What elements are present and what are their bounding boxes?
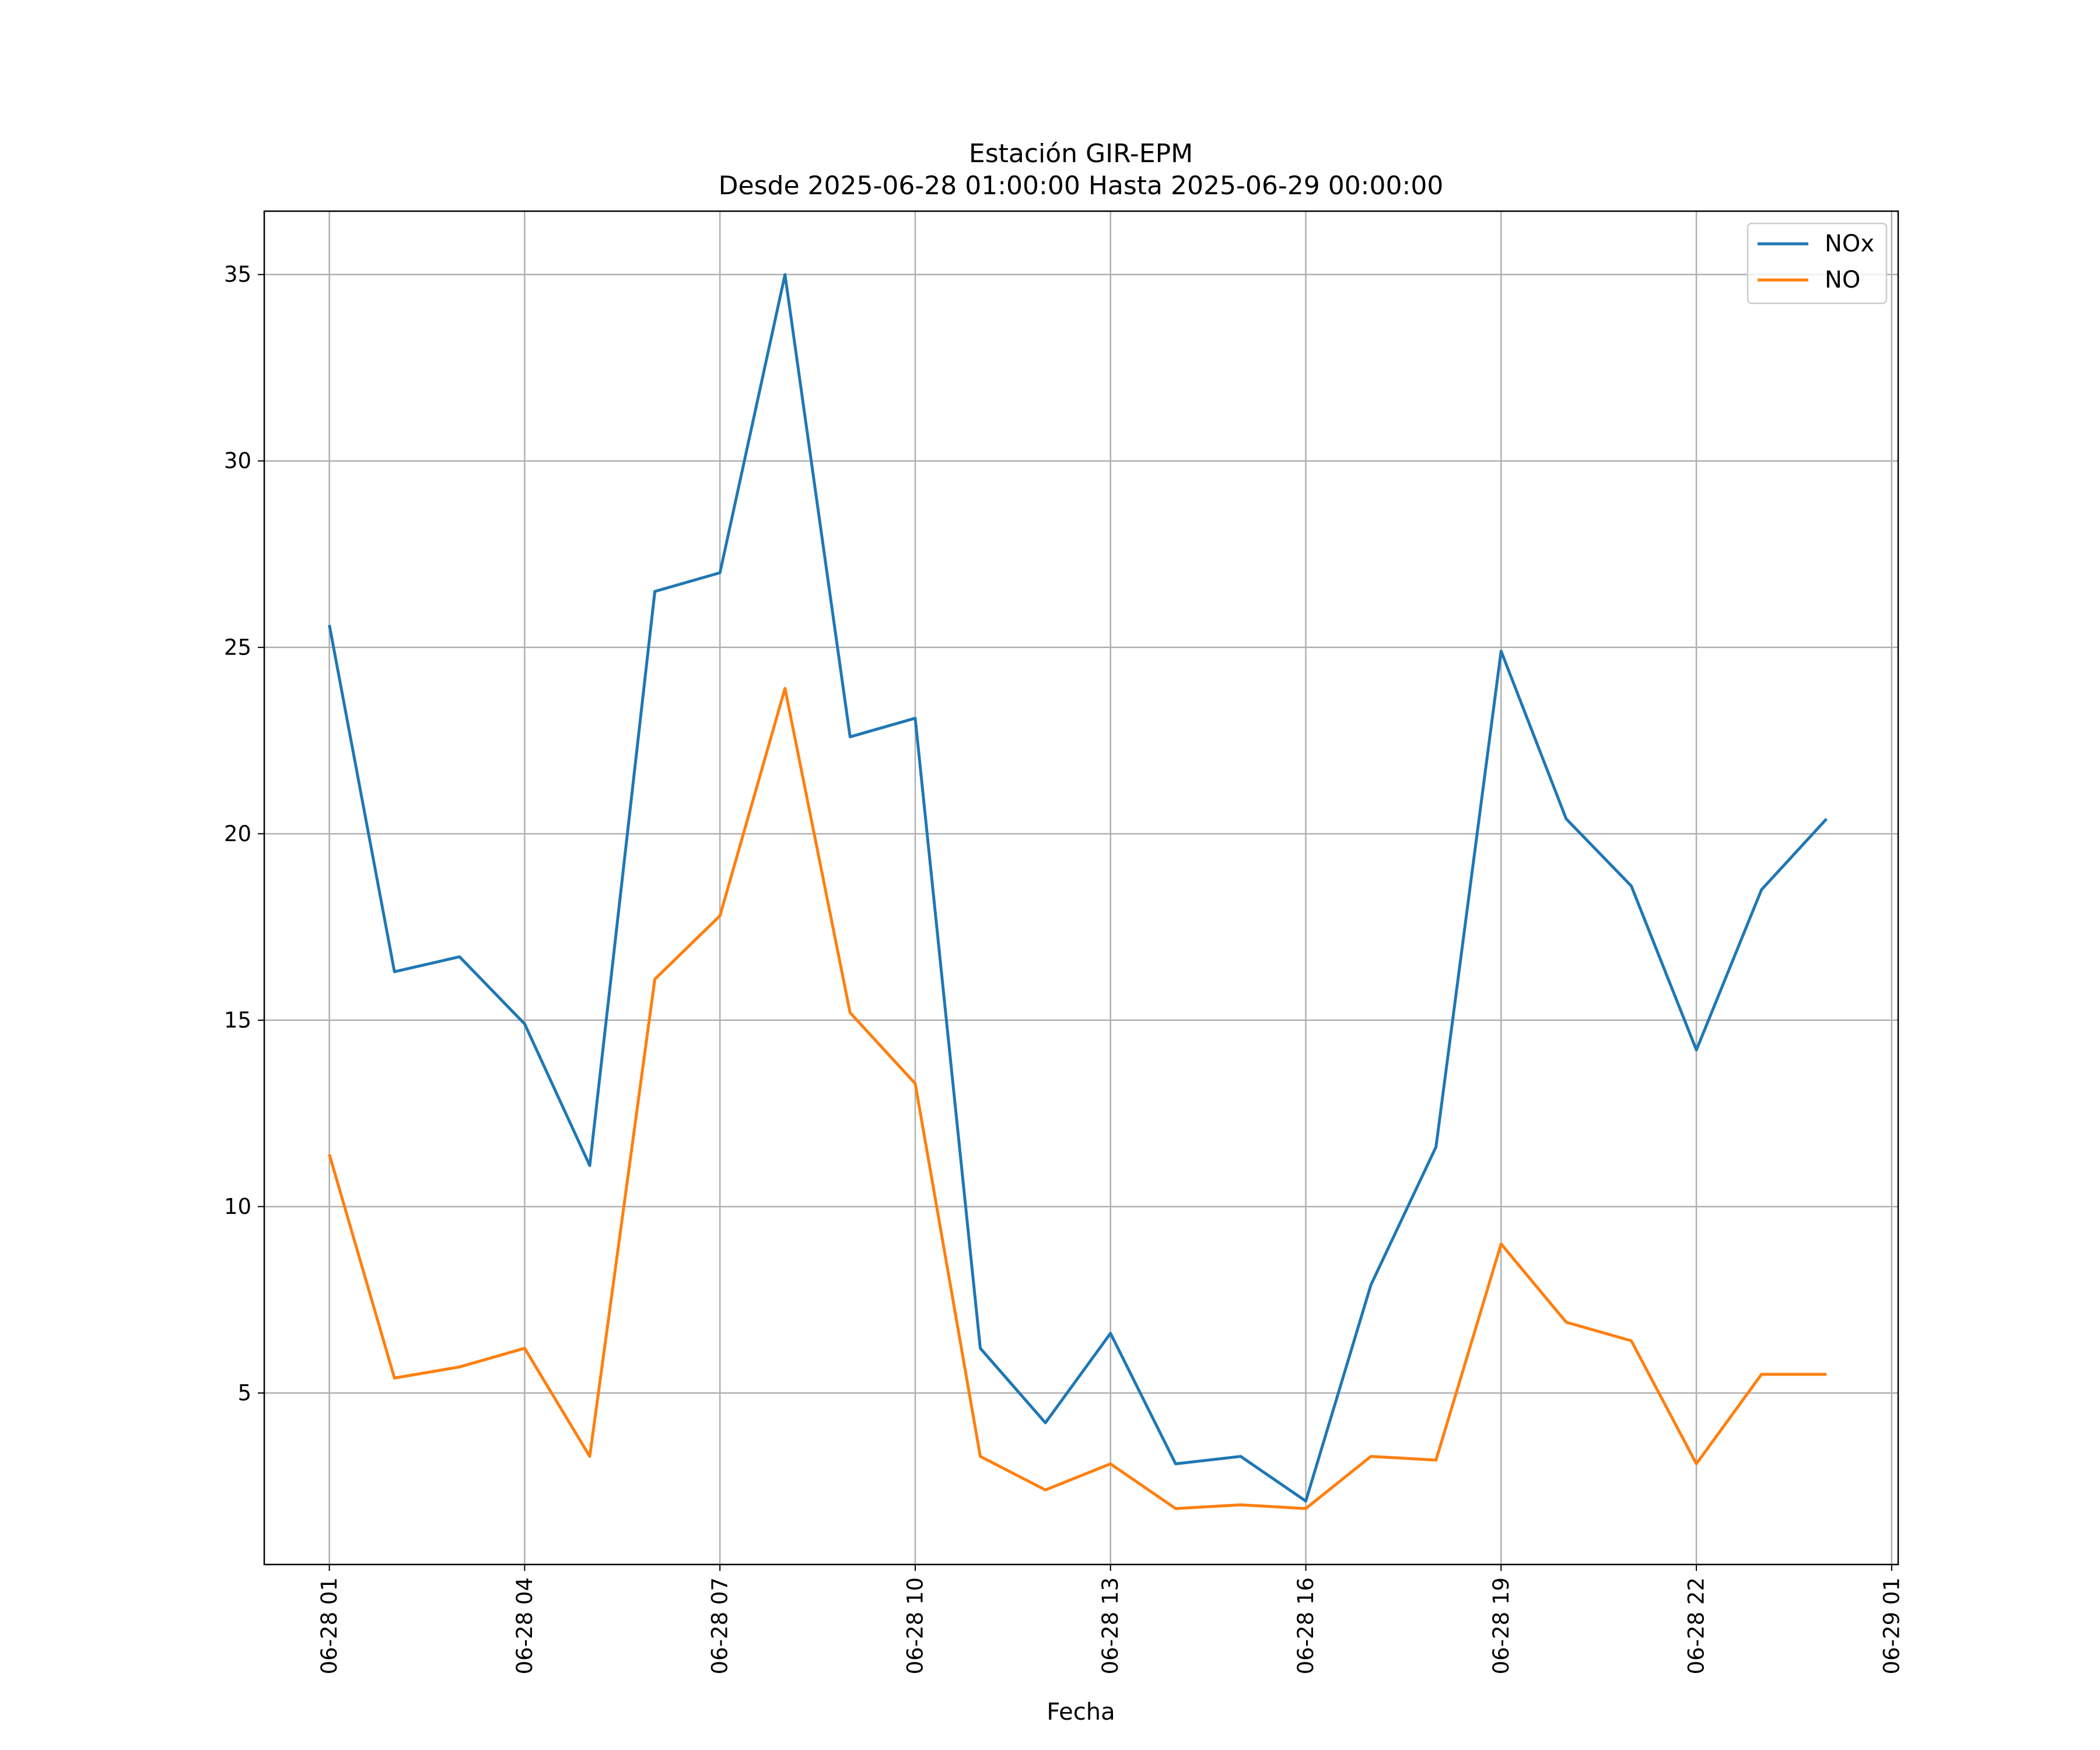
data-point-no — [980, 1456, 981, 1457]
data-point-nox — [1240, 1456, 1241, 1457]
x-tick-label: 06-28 16 — [1293, 1577, 1318, 1674]
x-axis: 06-28 01 06-28 04 06-28 07 06-28 10 06-28 13… — [317, 1564, 1904, 1674]
data-point-no — [589, 1456, 590, 1457]
y-tick-label: 15 — [224, 1007, 251, 1032]
legend-label-nox: NOx — [1825, 230, 1874, 257]
plot-frame — [263, 210, 1899, 1566]
chart-subtitle: Desde 2025-06-28 01:00:00 Hasta 2025-06-… — [719, 171, 1444, 201]
x-tick-label: 06-28 22 — [1684, 1577, 1709, 1674]
data-point-no — [1761, 1374, 1762, 1375]
y-tick-label: 10 — [224, 1194, 251, 1219]
x-tick-label: 06-28 19 — [1489, 1577, 1514, 1674]
x-tick-label: 06-28 04 — [512, 1577, 537, 1674]
x-tick-label: 06-28 10 — [902, 1577, 928, 1674]
data-point-nox — [1826, 818, 1827, 819]
data-point-nox — [654, 591, 655, 592]
data-point-no — [1240, 1504, 1241, 1505]
y-tick-label: 25 — [224, 635, 251, 660]
data-point-nox — [394, 971, 395, 972]
series-line-nox — [328, 273, 1828, 1503]
y-axis: 5 10 15 20 25 30 35 — [224, 262, 264, 1406]
grid — [264, 211, 1898, 1564]
legend: NOx NO — [1746, 222, 1888, 304]
data-point-nox — [1110, 1333, 1111, 1334]
x-tick-label: 06-28 01 — [317, 1577, 342, 1674]
series-line-no — [328, 687, 1827, 1510]
x-tick-label: 06-28 07 — [708, 1577, 733, 1674]
data-point-nox — [1501, 651, 1502, 652]
series-group — [328, 273, 1828, 1510]
x-tick-label: 06-28 13 — [1098, 1577, 1123, 1674]
x-axis-label: Fecha — [1046, 1699, 1115, 1726]
data-point-no — [1175, 1508, 1176, 1509]
data-point-nox — [1696, 1050, 1697, 1051]
y-tick-label: 35 — [224, 262, 251, 287]
x-tick-label: 06-29 01 — [1879, 1577, 1904, 1674]
data-point-nox — [980, 1348, 981, 1349]
y-tick-label: 30 — [224, 449, 251, 474]
y-tick-label: 5 — [237, 1381, 251, 1406]
legend-label-no: NO — [1825, 267, 1860, 293]
data-point-no — [524, 1348, 525, 1349]
chart-title: Estación GIR-EPM — [969, 139, 1193, 169]
y-tick-label: 20 — [224, 821, 251, 846]
data-point-no — [1826, 1374, 1827, 1375]
data-point-no — [1631, 1340, 1632, 1341]
